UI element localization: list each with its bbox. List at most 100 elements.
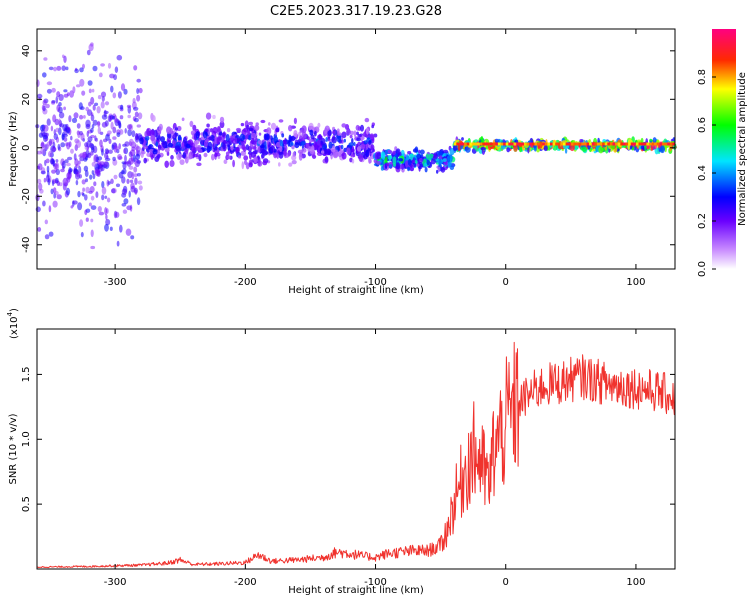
- spectrogram-cell: [369, 150, 372, 157]
- colorbar-tick-label: 0.4: [697, 165, 708, 181]
- spectrogram-cell: [308, 125, 314, 131]
- spectrogram-cell: [35, 206, 41, 213]
- spectrogram-cell: [75, 140, 82, 148]
- carrier-cell: [560, 142, 564, 146]
- spectrogram-cell: [73, 112, 79, 119]
- spectrogram-cell: [336, 135, 342, 143]
- spectrogram-cell: [104, 195, 108, 199]
- spectrogram-cell: [97, 156, 103, 161]
- spectrogram-cell: [226, 128, 231, 133]
- snr-panel: -300 -200 -100 0 100 0.5 1.0 1.5 Height of stra…: [6, 308, 676, 596]
- spectrogram-cell: [116, 132, 121, 138]
- spectrogram-cell: [83, 165, 89, 172]
- spectrogram-cell: [351, 148, 355, 153]
- carrier-cell: [570, 142, 574, 146]
- spectrogram-cell: [56, 65, 62, 71]
- carrier-cell: [518, 142, 522, 146]
- carrier-cell: [464, 142, 468, 146]
- spectrogram-cell: [351, 159, 355, 164]
- spectrogram-cell: [136, 78, 141, 83]
- colorbar-gradient: [712, 29, 736, 269]
- spectrogram-cell: [350, 154, 356, 158]
- spectrogram-cell: [308, 138, 314, 143]
- spectrogram-cell: [440, 167, 446, 173]
- spectrogram-cell: [46, 81, 53, 86]
- spectrogram-cell: [418, 149, 421, 154]
- spectrogram-cell: [287, 152, 291, 157]
- spectrogram-cell: [103, 110, 109, 115]
- carrier-cell: [557, 142, 561, 146]
- spectrogram-cell: [407, 158, 412, 166]
- spectrogram-cell: [123, 88, 128, 95]
- spectrogram-cell: [176, 125, 182, 132]
- spectrogram-cell: [90, 218, 94, 223]
- spectrogram-cell: [89, 174, 93, 180]
- spectrogram-cell: [81, 179, 86, 185]
- spectrogram-cell: [283, 149, 287, 157]
- spectrogram-cell: [82, 63, 85, 69]
- spectrogram-cell: [288, 134, 292, 143]
- spectrogram-cell: [190, 146, 196, 152]
- spectrogram-cell: [152, 153, 155, 158]
- spectrogram-cell: [123, 148, 127, 154]
- spectrogram-cell: [501, 144, 506, 150]
- spectrogram-cell: [72, 200, 78, 205]
- spectrogram-cell: [216, 126, 221, 132]
- spectrogram-cell: [428, 153, 434, 159]
- spectrogram-cell: [86, 49, 91, 56]
- spectrogram-cell: [143, 145, 148, 150]
- spectrogram-cell: [430, 158, 436, 165]
- spectrogram-cell: [254, 149, 258, 155]
- spectrogram-cell: [309, 129, 314, 136]
- spectrogram-cell: [340, 144, 344, 150]
- snr-xlabel: Height of straight line (km): [288, 585, 424, 596]
- spectrogram-cell: [37, 93, 43, 99]
- carrier-cell: [620, 142, 624, 146]
- spectrogram-cell: [55, 127, 60, 133]
- spectrogram-cell: [43, 124, 49, 132]
- spectrogram-cell: [437, 166, 441, 172]
- spectrogram-cell: [79, 114, 84, 120]
- spectrogram-cell: [158, 123, 163, 131]
- spectrogram-cell: [348, 142, 355, 147]
- spectrogram-cell: [40, 170, 46, 175]
- spectrogram-cell: [56, 180, 60, 186]
- spectrogram-cell: [123, 161, 130, 165]
- spectrogram-cell: [155, 141, 159, 147]
- spectrogram-cell: [85, 217, 89, 222]
- carrier-cell: [544, 142, 548, 146]
- carrier-cell: [550, 142, 553, 146]
- carrier-cell: [659, 142, 663, 146]
- spectrogram-cell: [376, 152, 382, 160]
- spectrogram-cell: [116, 240, 120, 247]
- spectrogram-cell: [128, 165, 134, 170]
- spectrogram-cell: [324, 125, 330, 132]
- spectrogram-cell: [318, 135, 323, 140]
- spectrogram-cell: [298, 135, 303, 143]
- y-tick-label: 0.5: [21, 496, 32, 512]
- spectrogram-cell: [136, 94, 141, 102]
- spectrogram-cell: [398, 151, 402, 157]
- spectrogram-cell: [432, 154, 438, 160]
- spectrogram-cell: [54, 162, 60, 171]
- spectrogram-cell: [268, 142, 271, 148]
- spectrogram-cell: [305, 143, 309, 149]
- carrier-cell: [625, 142, 629, 146]
- spectrogram-cell: [125, 228, 132, 236]
- spectrogram-cell: [357, 146, 362, 152]
- spectrogram-cell: [380, 151, 386, 159]
- spectrogram-ylabel: Frequency (Hz): [8, 111, 19, 187]
- spectrogram-cell: [188, 154, 192, 159]
- spectrogram-cell: [101, 186, 107, 195]
- spectrogram-cell: [167, 142, 173, 148]
- spectrogram-cell: [119, 224, 123, 233]
- spectrogram-cell: [150, 135, 156, 142]
- spectrogram-cell: [98, 211, 105, 216]
- spectrogram-cell: [79, 131, 83, 136]
- spectrogram-cell: [237, 137, 240, 142]
- spectrogram-cell: [59, 123, 65, 128]
- spectrogram-cell: [136, 124, 141, 128]
- carrier-cell: [516, 142, 520, 146]
- carrier-cell: [578, 142, 582, 146]
- svg-text:(x104): (x104): [6, 308, 20, 339]
